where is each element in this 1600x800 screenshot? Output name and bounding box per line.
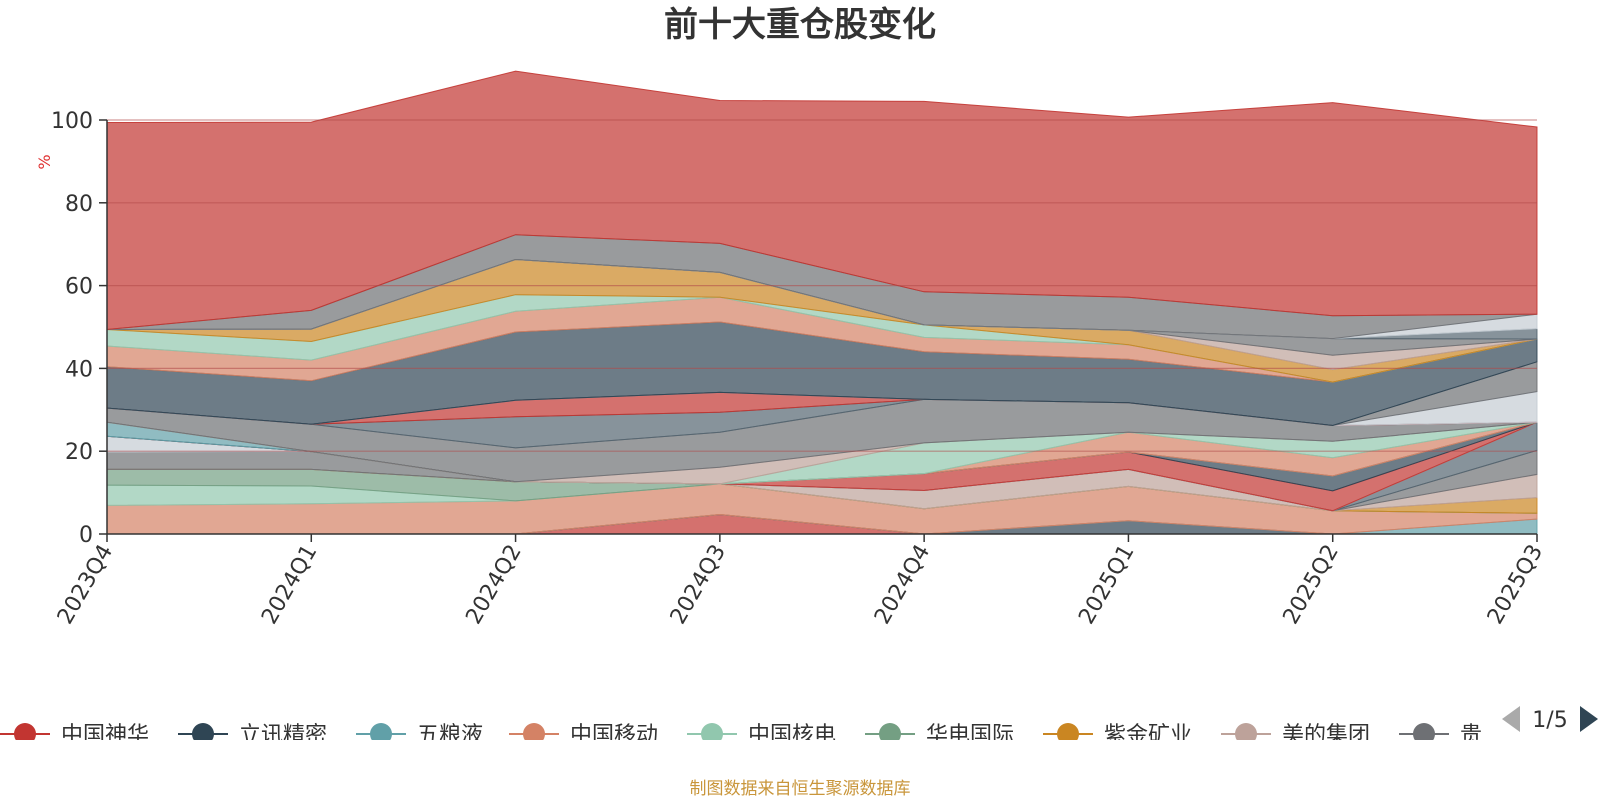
legend-marker-icon bbox=[523, 723, 545, 740]
legend-label: 五粮液 bbox=[417, 723, 483, 748]
y-tick-label-100: 100 bbox=[51, 109, 93, 134]
legend: 中国神华 立讯精密 五粮液 中国移动 中国核电 华电国际 紫金矿业 美的集团 贵州茅台 bbox=[0, 723, 1548, 748]
legend-item-2[interactable]: 立讯精密 bbox=[178, 723, 327, 748]
legend-item-5[interactable]: 中国核电 bbox=[687, 723, 836, 748]
legend-marker-icon bbox=[14, 723, 36, 740]
y-tick-label-40: 40 bbox=[65, 357, 93, 382]
x-tick-label-2024Q2: 2024Q2 bbox=[461, 541, 526, 629]
x-tick-label-2025Q1: 2025Q1 bbox=[1074, 541, 1139, 629]
legend-page-indicator: 1/5 bbox=[1532, 708, 1567, 733]
legend-marker-icon bbox=[1057, 723, 1079, 740]
x-tick-label-2024Q1: 2024Q1 bbox=[257, 541, 322, 629]
x-tick-label-2025Q2: 2025Q2 bbox=[1279, 541, 1344, 629]
legend-label: 中国移动 bbox=[570, 723, 658, 748]
chart-title: 前十大重仓股变化 bbox=[664, 5, 936, 45]
legend-label: 华电国际 bbox=[926, 723, 1014, 748]
grid-lines bbox=[107, 119, 1537, 452]
legend-label: 紫金矿业 bbox=[1104, 723, 1192, 748]
y-tick-label-20: 20 bbox=[65, 440, 93, 465]
x-axis-ticks: 2023Q4 2024Q1 2024Q2 2024Q3 2024Q4 2025Q1 2025… bbox=[53, 534, 1548, 629]
legend-marker-icon bbox=[192, 723, 214, 740]
legend-label: 立讯精密 bbox=[239, 723, 327, 748]
legend-item-3[interactable]: 五粮液 bbox=[356, 723, 483, 748]
y-axis-unit: % bbox=[35, 154, 54, 169]
legend-item-7[interactable]: 紫金矿业 bbox=[1043, 723, 1192, 748]
legend-item-4[interactable]: 中国移动 bbox=[509, 723, 658, 748]
legend-marker-icon bbox=[701, 723, 723, 740]
y-axis-ticks: 0 20 40 60 80 100 bbox=[51, 109, 107, 548]
legend-item-9[interactable]: 贵州茅台 bbox=[1399, 723, 1548, 748]
data-source-note: 制图数据来自恒生聚源数据库 bbox=[690, 779, 911, 799]
legend-prev-page-arrow-icon[interactable] bbox=[1502, 706, 1520, 732]
y-tick-label-0: 0 bbox=[79, 523, 93, 548]
legend-item-1[interactable]: 中国神华 bbox=[0, 723, 149, 748]
legend-pager: 1/5 bbox=[1502, 706, 1598, 733]
legend-marker-icon bbox=[1235, 723, 1257, 740]
legend-marker-icon bbox=[879, 723, 901, 740]
legend-item-6[interactable]: 华电国际 bbox=[865, 723, 1014, 748]
y-tick-label-60: 60 bbox=[65, 275, 93, 300]
legend-next-page-arrow-icon[interactable] bbox=[1580, 706, 1598, 732]
legend-label: 贵州茅台 bbox=[1460, 723, 1548, 748]
series-area-32 bbox=[106, 70, 1538, 331]
axes bbox=[106, 120, 1537, 535]
legend-item-8[interactable]: 美的集团 bbox=[1221, 723, 1370, 748]
x-tick-label-2024Q4: 2024Q4 bbox=[870, 541, 935, 629]
legend-marker-icon bbox=[370, 723, 392, 740]
plot-areas bbox=[106, 70, 1538, 535]
x-tick-label-2025Q3: 2025Q3 bbox=[1483, 541, 1548, 629]
legend-label: 中国神华 bbox=[61, 723, 149, 748]
legend-marker-icon bbox=[1413, 723, 1435, 740]
x-tick-label-2023Q4: 2023Q4 bbox=[53, 541, 118, 629]
x-tick-label-2024Q3: 2024Q3 bbox=[666, 541, 731, 629]
y-tick-label-80: 80 bbox=[65, 192, 93, 217]
legend-label: 美的集团 bbox=[1282, 723, 1370, 748]
legend-label: 中国核电 bbox=[748, 723, 836, 748]
